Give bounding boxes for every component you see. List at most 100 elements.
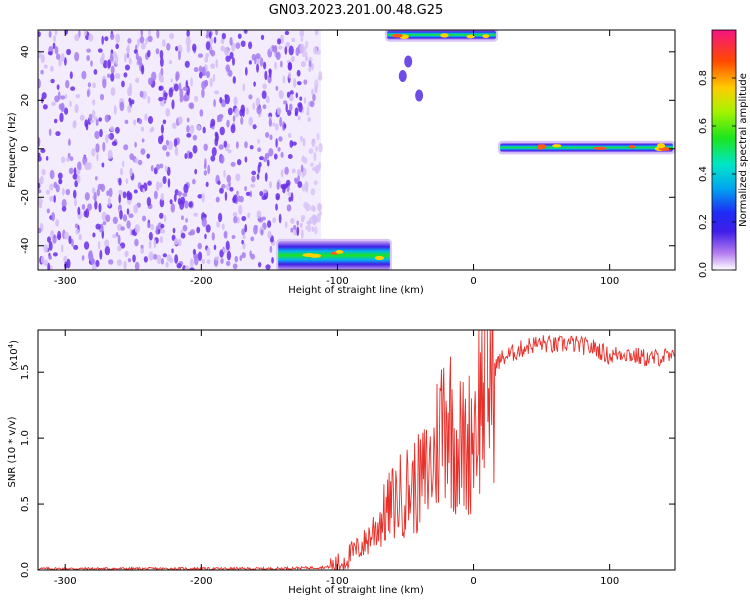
heatmap-noise-cell <box>193 212 199 217</box>
heatmap-noise-cell <box>74 223 79 229</box>
heatmap-noise-cell <box>226 250 232 261</box>
heatmap-noise-cell <box>178 50 181 61</box>
heatmap-noise-cell <box>224 47 230 56</box>
colorbar-label: Normalized spectral amplitude <box>738 73 749 227</box>
heatmap-noise-cell <box>107 133 111 139</box>
heatmap-noise-cell <box>122 191 127 199</box>
heatmap-noise-cell <box>146 196 152 207</box>
heatmap-noise-cell <box>249 250 252 258</box>
heatmap-noise-cell <box>106 190 110 197</box>
heatmap-xlabel: Height of straight line (km) <box>288 285 424 296</box>
heatmap-noise-cell <box>215 133 219 142</box>
heatmap-noise-cell <box>110 65 115 74</box>
heatmap-noise-cell <box>296 81 302 86</box>
heatmap-noise-cell <box>88 251 92 261</box>
heatmap-noise-cell <box>133 189 138 194</box>
heatmap-noise-cell <box>225 64 231 72</box>
heatmap-noise-cell <box>97 183 103 190</box>
heatmap-noise-cell <box>244 156 248 163</box>
heatmap-noise-cell <box>259 57 264 67</box>
colorbar-tick-label: 0.2 <box>698 214 709 230</box>
heatmap-isolated-blob <box>398 70 407 83</box>
snr-xtick-label: -300 <box>54 576 77 587</box>
heatmap-noise-cell <box>111 141 118 146</box>
heatmap-noise-cell <box>70 86 76 91</box>
heatmap-noise-cell <box>249 190 253 198</box>
heatmap-noise-cell <box>198 71 203 79</box>
heatmap-noise-cell <box>88 33 94 42</box>
heatmap-noise-cell <box>120 167 124 176</box>
heatmap-noise-cell <box>226 143 231 149</box>
heatmap-noise-cell <box>119 101 125 112</box>
heatmap-noise-cell <box>166 166 171 176</box>
heatmap-noise-cell <box>96 153 99 162</box>
heatmap-noise-cell <box>201 192 205 203</box>
heatmap-noise-cell <box>38 189 42 194</box>
heatmap-noise-cell <box>219 187 224 194</box>
heatmap-noise-cell <box>239 195 244 203</box>
heatmap-noise-cell <box>278 213 282 224</box>
heatmap-noise-cell <box>196 124 201 131</box>
heatmap-noise-cell <box>45 156 49 161</box>
heatmap-noise-cell <box>55 131 61 137</box>
heatmap-noise-cell <box>274 123 279 131</box>
heatmap-noise-cell <box>165 139 169 146</box>
heatmap-noise-cell <box>92 82 96 89</box>
heatmap-noise-cell <box>48 128 52 137</box>
heatmap-noise-cell <box>251 170 257 176</box>
heatmap-noise-cell <box>77 161 82 172</box>
heatmap-noise-cell <box>66 48 72 56</box>
heatmap-noise-cell <box>99 249 103 260</box>
heatmap-noise-cell <box>159 75 164 83</box>
heatmap-noise-cell <box>275 51 281 61</box>
heatmap-noise-cell <box>148 240 152 249</box>
heatmap-noise-cell <box>52 235 57 244</box>
heatmap-noise-cell <box>178 82 182 92</box>
heatmap-noise-cell <box>273 153 278 160</box>
heatmap-noise-cell <box>69 156 74 162</box>
heatmap-noise-cell <box>219 154 225 164</box>
heatmap-noise-cell <box>38 152 41 158</box>
heatmap-noise-cell <box>179 96 184 103</box>
heatmap-noise-cell <box>229 51 234 60</box>
heatmap-noise-cell <box>134 238 139 247</box>
heatmap-noise-cell <box>216 221 221 228</box>
heatmap-noise-cell <box>303 79 308 85</box>
heatmap-noise-cell <box>186 44 191 53</box>
heatmap-noise-cell <box>285 102 288 113</box>
heatmap-noise-cell <box>66 157 71 162</box>
heatmap-noise-cell <box>158 96 164 102</box>
heatmap-noise-cell <box>275 203 278 211</box>
heatmap-noise-cell <box>74 197 77 207</box>
heatmap-noise-cell <box>164 165 168 172</box>
heatmap-xtick-label: 0 <box>470 276 476 287</box>
heatmap-noise-cell <box>86 54 90 62</box>
heatmap-noise-cell <box>148 231 153 241</box>
heatmap-noise-cell <box>262 104 267 110</box>
heatmap-noise-cell <box>230 124 236 134</box>
heatmap-noise-cell <box>267 230 272 239</box>
snr-xtick-label: -200 <box>190 576 213 587</box>
heatmap-noise-cell <box>261 216 266 221</box>
heatmap-noise-cell <box>233 215 238 224</box>
heatmap-noise-cell <box>268 118 273 127</box>
heatmap-noise-cell <box>38 137 41 147</box>
heatmap-noise-cell <box>221 32 226 40</box>
heatmap-noise-cell <box>265 264 271 270</box>
heatmap-xtick-label: -100 <box>326 276 349 287</box>
heatmap-noise-cell <box>226 260 231 266</box>
heatmap-noise-cell <box>159 212 164 219</box>
heatmap-noise-cell <box>286 204 292 212</box>
heatmap-noise-cell <box>177 191 183 196</box>
heatmap-noise-cell <box>214 256 220 261</box>
heatmap-noise-cell <box>120 226 126 231</box>
heatmap-noise-cell <box>45 189 50 195</box>
heatmap-noise-cell <box>77 206 81 216</box>
heatmap-noise-cell <box>68 167 74 175</box>
heatmap-noise-cell <box>127 104 132 114</box>
heatmap-noise-cell <box>72 189 77 199</box>
heatmap-noise-cell <box>283 123 287 129</box>
heatmap-noise-cell <box>78 233 82 241</box>
heatmap-noise-cell <box>118 194 121 204</box>
